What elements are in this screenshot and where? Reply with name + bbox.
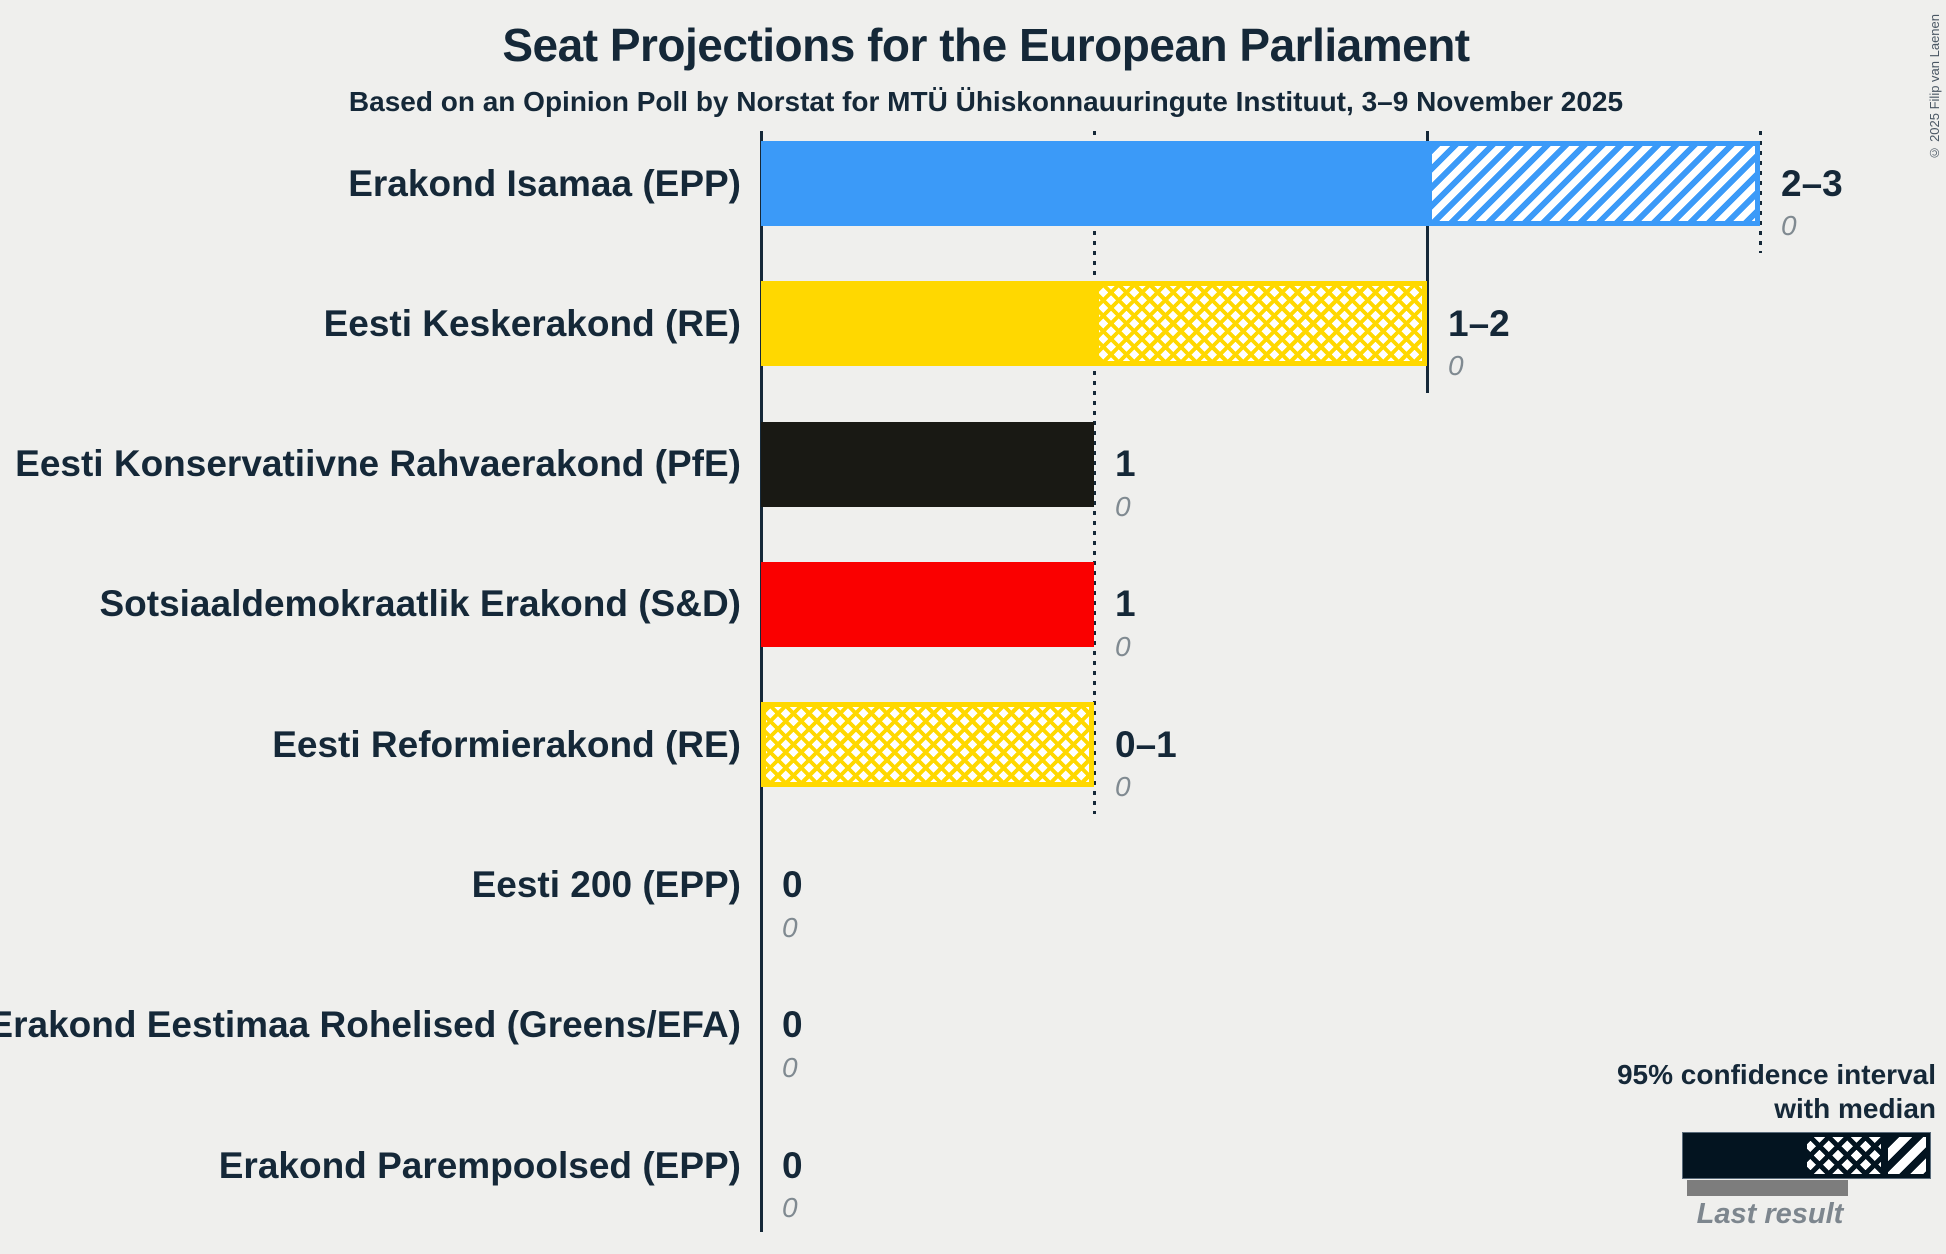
gridline-1 (1092, 131, 1096, 815)
projection-value-label: 1 (1115, 583, 1136, 625)
copyright-text: © 2025 Filip van Laenen (1927, 14, 1942, 161)
projection-value-label: 1–2 (1448, 302, 1510, 344)
legend-diagonal-segment (1888, 1137, 1926, 1174)
gridline-3 (1758, 131, 1762, 253)
party-label: Erakond Parempoolsed (EPP) (218, 1144, 741, 1186)
last-result-value: 0 (1115, 630, 1131, 662)
bar-diagonal-segment (1427, 141, 1760, 226)
projection-value-label: 1 (1115, 443, 1136, 485)
last-result-value: 0 (782, 1192, 798, 1224)
legend-last-result-bar (1687, 1180, 1848, 1196)
projection-value-label: 0–1 (1115, 723, 1177, 765)
projection-value-label: 0 (782, 1144, 803, 1186)
last-result-value: 0 (1448, 350, 1464, 382)
party-label: Eesti Keskerakond (RE) (323, 302, 741, 344)
projection-value-label: 0 (782, 864, 803, 905)
last-result-value: 0 (782, 1051, 798, 1083)
chart-row: Erakond Eestimaa Rohelised (Greens/EFA) 0… (0, 983, 1946, 1083)
last-result-value: 0 (1115, 771, 1131, 803)
legend-last-result-label: Last result (1696, 1198, 1844, 1230)
bar-solid-segment (761, 281, 1094, 367)
legend-crosshatch-segment (1807, 1137, 1881, 1174)
party-label: Eesti Konservatiivne Rahvaerakond (PfE) (15, 443, 741, 485)
last-result-value: 0 (782, 911, 798, 943)
gridline-2 (1425, 131, 1429, 394)
party-label: Erakond Eestimaa Rohelised (Greens/EFA) (0, 1004, 741, 1046)
bar-solid-segment (761, 561, 1094, 647)
legend-title-line1: 95% confidence interval (1616, 1059, 1936, 1090)
chart-row: Eesti Keskerakond (RE) 1–2 0 (0, 281, 1946, 381)
legend-title-line2: with median (1774, 1093, 1936, 1124)
legend-ci-sample-bar (1682, 1132, 1931, 1179)
y-axis-line (759, 131, 763, 1232)
projection-value-label: 2–3 (1781, 162, 1843, 204)
legend-title: 95% confidence interval with median (1336, 1058, 1936, 1126)
bar-crosshatch-segment (1094, 281, 1427, 367)
bar-solid-segment (761, 141, 1427, 226)
last-result-value: 0 (1781, 210, 1797, 241)
bar-solid-segment (761, 421, 1094, 507)
projection-value-label: 0 (782, 1004, 803, 1046)
chart-row: Eesti Konservatiivne Rahvaerakond (PfE) 1… (0, 421, 1946, 522)
legend-solid-segment (1687, 1137, 1807, 1174)
party-label: Eesti Reformierakond (RE) (272, 723, 741, 765)
party-label: Erakond Isamaa (EPP) (348, 162, 741, 204)
chart-row: Sotsiaaldemokraatlik Erakond (S&D) 1 0 (0, 561, 1946, 662)
chart-title: Seat Projections for the European Parlia… (502, 19, 1470, 71)
chart-row: Erakond Parempoolsed (EPP) 0 0 (0, 1123, 1946, 1224)
last-result-value: 0 (1115, 490, 1131, 522)
legend-separator (1881, 1137, 1888, 1174)
chart-subtitle: Based on an Opinion Poll by Norstat for … (348, 86, 1624, 117)
party-label: Sotsiaaldemokraatlik Erakond (S&D) (99, 583, 741, 625)
chart-row: Erakond Isamaa (EPP) 2–3 0 (0, 141, 1946, 241)
bar-crosshatch-segment (761, 702, 1094, 788)
party-label: Eesti 200 (EPP) (471, 864, 741, 905)
chart-row: Eesti 200 (EPP) 0 0 (0, 843, 1946, 943)
chart-row: Eesti Reformierakond (RE) 0–1 0 (0, 702, 1946, 802)
